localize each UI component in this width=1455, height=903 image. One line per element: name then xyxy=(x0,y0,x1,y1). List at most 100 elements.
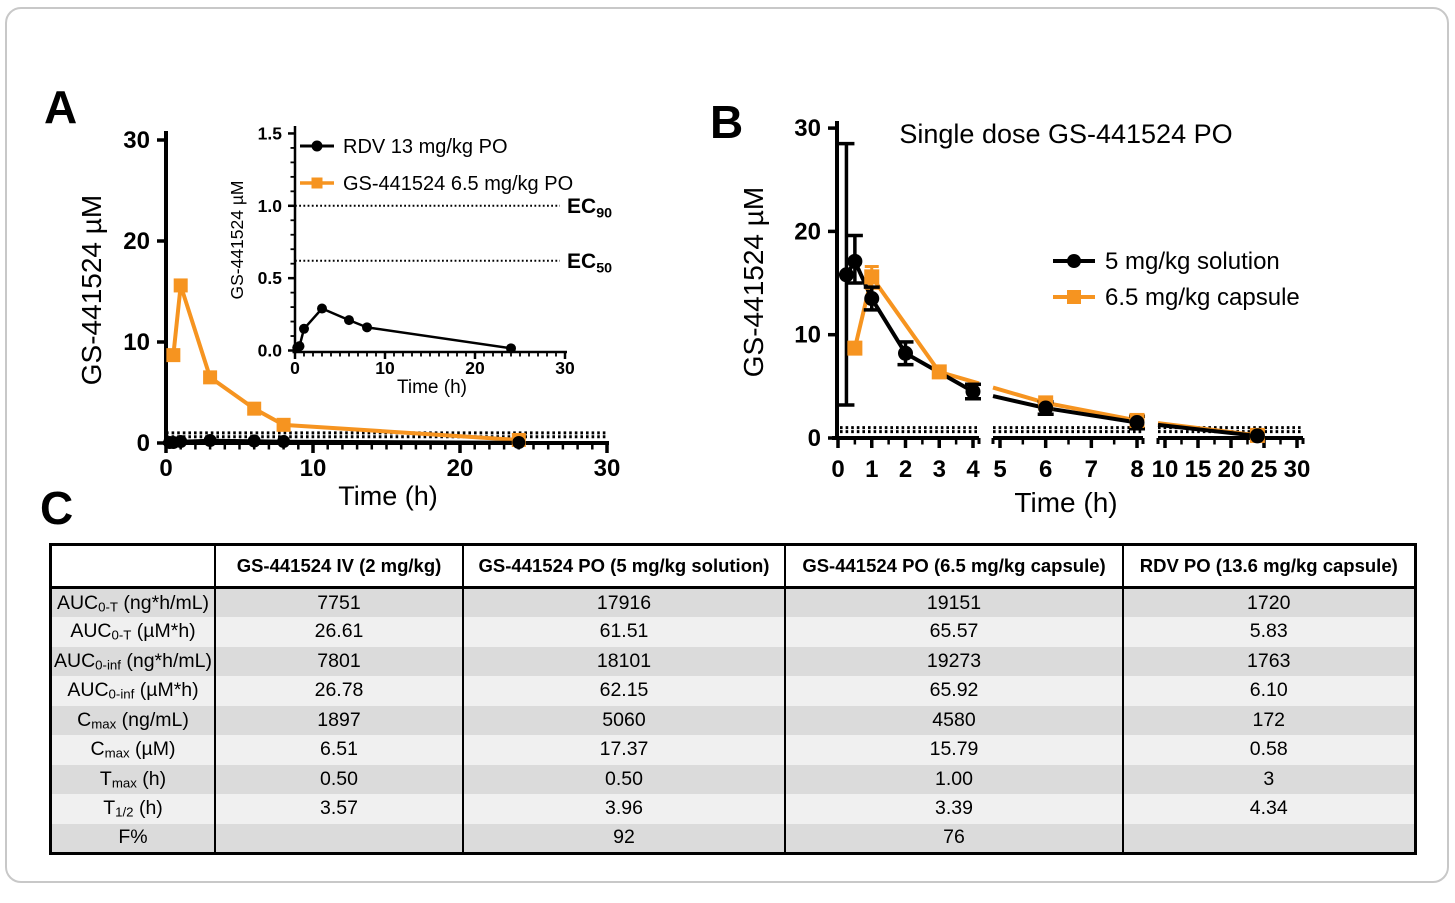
table-cell: 18101 xyxy=(462,646,786,676)
inset-rdv-marker xyxy=(344,315,354,326)
b-legend-label-0: 5 mg/kg solution xyxy=(1105,248,1280,275)
inset-y-tick-label: 1.5 xyxy=(258,123,283,143)
table-cell: 1763 xyxy=(1122,646,1416,676)
a-series-rdv-line xyxy=(169,438,519,445)
b-x-tick-label: 1 xyxy=(865,456,878,483)
b-y-tick-label: 0 xyxy=(808,425,821,452)
inset-x-axis-title: Time (h) xyxy=(397,377,467,398)
b-series-capsule-line xyxy=(992,385,1144,424)
a-gs441524-marker xyxy=(276,417,291,432)
table-cell: 26.78 xyxy=(214,676,464,706)
b-x-tick-label: 20 xyxy=(1218,456,1245,483)
inset-rdv-marker xyxy=(506,343,516,354)
table-cell: 1720 xyxy=(1122,587,1416,617)
table-corner-cell xyxy=(49,544,216,589)
b-x-tick-label: 6 xyxy=(1039,456,1052,483)
inset-y-tick-label: 0.0 xyxy=(258,341,283,361)
table-row: F% 92 76 xyxy=(49,823,1416,853)
table-cell: 17.37 xyxy=(462,735,786,765)
table-cell: 7801 xyxy=(214,646,464,676)
table-row-label: T1/2 (h) xyxy=(49,794,216,824)
b-x-tick-label: 0 xyxy=(831,456,844,483)
b-series-solution-line xyxy=(1157,422,1258,438)
table-column-header: GS-441524 PO (5 mg/kg solution) xyxy=(462,544,786,589)
table-row: AUC0-T (ng*h/mL) 7751 17916 19151 1720 xyxy=(49,587,1416,617)
b-capsule-marker xyxy=(847,340,863,356)
b-legend-label-1: 6.5 mg/kg capsule xyxy=(1105,284,1300,311)
table-cell: 172 xyxy=(1122,705,1416,735)
table-cell: 0.50 xyxy=(214,764,464,794)
b-x-tick-label: 10 xyxy=(1152,456,1179,483)
a-rdv-marker xyxy=(203,433,217,447)
table-cell: 0.58 xyxy=(1122,735,1416,765)
table-row: T1/2 (h) 3.57 3.96 3.39 4.34 xyxy=(49,794,1416,824)
b-x-tick-label: 25 xyxy=(1251,456,1278,483)
table-row-label: AUC0-T (ng*h/mL) xyxy=(49,587,216,617)
table-cell: 7751 xyxy=(214,587,464,617)
inset-legend-label-0: RDV 13 mg/kg PO xyxy=(343,136,508,158)
b-series-capsule-line xyxy=(852,274,980,386)
inset-x-tick-label: 20 xyxy=(465,358,485,378)
panel-a-letter: A xyxy=(44,81,78,133)
a-y-axis-title: GS-441524 µM xyxy=(76,195,107,385)
a-rdv-marker xyxy=(247,434,261,448)
b-legend-square-marker xyxy=(1067,290,1081,304)
a-rdv-marker xyxy=(512,435,526,449)
b-capsule-marker xyxy=(864,269,880,285)
table-column-header: GS-441524 IV (2 mg/kg) xyxy=(214,544,464,589)
b-solution-marker xyxy=(1249,428,1265,444)
b-solution-marker xyxy=(1038,400,1054,416)
table-cell: 6.51 xyxy=(214,735,464,765)
b-x-tick-label: 30 xyxy=(1284,456,1311,483)
table-row-label: AUC0-inf (ng*h/mL) xyxy=(49,646,216,676)
a-y-tick-label: 30 xyxy=(123,127,150,154)
inset-y-tick-label: 0.5 xyxy=(258,268,283,288)
a-gs441524-marker xyxy=(203,370,218,385)
b-x-tick-label: 5 xyxy=(993,456,1006,483)
b-solution-marker xyxy=(898,345,913,361)
table-row-label: AUC0-T (µM*h) xyxy=(49,617,216,647)
b-x-tick-label: 2 xyxy=(899,456,912,483)
table-row: AUC0-inf (ng*h/mL) 7801 18101 19273 1763 xyxy=(49,646,1416,676)
table-column-header: RDV PO (13.6 mg/kg capsule) xyxy=(1122,544,1416,589)
table-cell: 62.15 xyxy=(462,676,786,706)
a-y-tick-label: 0 xyxy=(137,430,150,457)
a-x-tick-label: 30 xyxy=(594,455,621,482)
inset-rdv-marker xyxy=(362,322,372,333)
table-cell: 4580 xyxy=(784,705,1124,735)
b-capsule-marker xyxy=(931,364,947,380)
table-row-label: Tmax (h) xyxy=(49,764,216,794)
b-y-tick-label: 20 xyxy=(794,218,821,245)
a-gs441524-marker xyxy=(166,348,181,363)
inset-x-tick-label: 10 xyxy=(375,358,395,378)
table-header-row: GS-441524 IV (2 mg/kg) GS-441524 PO (5 mg… xyxy=(49,544,1416,589)
table-cell: 26.61 xyxy=(214,617,464,647)
inset-rdv-marker xyxy=(294,341,305,352)
inset-x-tick-label: 0 xyxy=(290,358,300,378)
a-series-gs441524-line xyxy=(171,283,519,442)
table-cell: 3.96 xyxy=(462,794,786,824)
b-y-axis-title: GS-441524 µM xyxy=(738,187,769,377)
table-cell: 61.51 xyxy=(462,617,786,647)
b-x-tick-label: 3 xyxy=(933,456,946,483)
inset-legend-label-1: GS-441524 6.5 mg/kg PO xyxy=(343,173,573,195)
a-x-axis-title: Time (h) xyxy=(338,481,438,511)
a-x-tick-label: 20 xyxy=(447,455,474,482)
inset-threshold-label-1: EC50 xyxy=(567,250,612,277)
table-cell: 17916 xyxy=(462,587,786,617)
b-solution-marker xyxy=(847,253,863,269)
inset-rdv-marker xyxy=(299,323,309,334)
table-cell: 1.00 xyxy=(784,764,1124,794)
inset-series-rdv-line xyxy=(296,307,512,350)
table-cell: 1897 xyxy=(214,705,464,735)
b-solution-marker xyxy=(838,267,854,283)
table-row: Cmax (µM) 6.51 17.37 15.79 0.58 xyxy=(49,735,1416,765)
table-cell: 3.57 xyxy=(214,794,464,824)
a-rdv-marker xyxy=(174,434,188,448)
table-cell: 92 xyxy=(462,823,786,853)
pk-parameters-table: GS-441524 IV (2 mg/kg) GS-441524 PO (5 mg… xyxy=(49,543,1417,855)
a-gs441524-marker xyxy=(247,401,262,416)
table-cell: 19273 xyxy=(784,646,1124,676)
b-y-tick-label: 30 xyxy=(794,115,821,142)
